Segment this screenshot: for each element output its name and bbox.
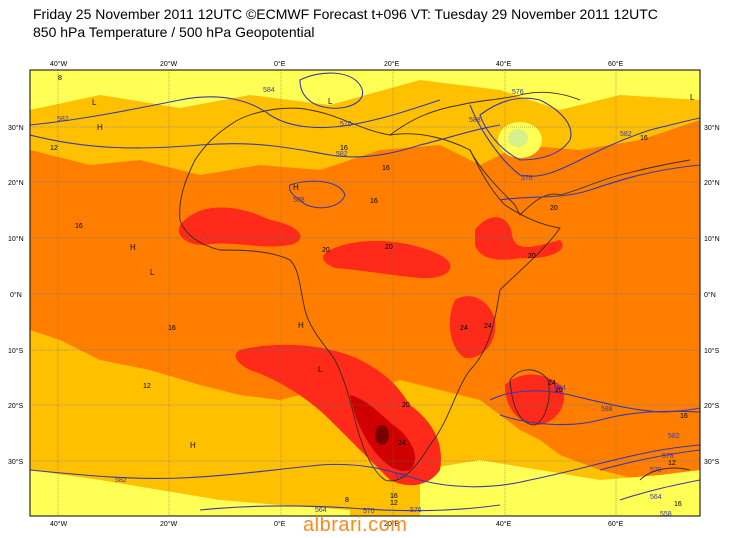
temp-label: 20 — [322, 247, 330, 254]
geo-label: 582 — [115, 477, 127, 484]
temp-label: 24 — [484, 323, 492, 330]
lat-tick: 30°N — [704, 124, 720, 132]
temp-label: 8 — [345, 497, 349, 504]
geopotential-contours — [30, 72, 700, 512]
temp-label: 16 — [340, 145, 348, 152]
low-marker: L — [318, 365, 323, 374]
geo-label: 576 — [512, 89, 524, 96]
lat-tick: 30°S — [8, 458, 24, 466]
lat-tick: 10°N — [704, 235, 720, 243]
geo-label: 570 — [363, 508, 375, 515]
temp-label: 16 — [75, 223, 83, 230]
temp-label: 20 — [550, 205, 558, 212]
left-latitude-ticks: 30°N 20°N 10°N 0°N 10°S 20°S 30°S — [8, 124, 24, 466]
temp-label: 24 — [398, 440, 406, 447]
map-subtitle: 850 hPa Temperature / 500 hPa Geopotenti… — [33, 24, 315, 40]
temperature-field — [30, 70, 700, 516]
temp-label: 16 — [168, 325, 176, 332]
geo-label: 582 — [668, 433, 680, 440]
lon-tick: 20°W — [160, 520, 178, 528]
temp-label: 20 — [555, 387, 563, 394]
low-marker: L — [150, 268, 155, 277]
high-marker: H — [130, 243, 136, 252]
temp-label: 16 — [680, 413, 688, 420]
geo-label: 588 — [293, 197, 305, 204]
temp-label: 20 — [402, 402, 410, 409]
geo-label: 558 — [660, 511, 672, 518]
top-longitude-ticks: 40°W 20°W 0°E 20°E 40°E 60°E — [50, 60, 624, 68]
temp-label: 16 — [640, 135, 648, 142]
lat-tick: 0°N — [10, 291, 22, 299]
lat-tick: 20°N — [704, 179, 720, 187]
temp-label: 24 — [460, 325, 468, 332]
geo-label: 584 — [263, 87, 275, 94]
geo-label: 570 — [650, 467, 662, 474]
geo-label: 582 — [336, 151, 348, 158]
map-title: Friday 25 November 2011 12UTC ©ECMWF For… — [33, 6, 658, 22]
geo-label: 564 — [650, 494, 662, 501]
temp-label: 16 — [674, 501, 682, 508]
geo-label: 588 — [601, 406, 613, 413]
high-marker: H — [190, 441, 196, 450]
lon-tick: 40°E — [496, 520, 512, 528]
lon-tick: 40°W — [50, 520, 68, 528]
lat-tick: 10°S — [704, 347, 720, 355]
high-marker: H — [298, 321, 304, 330]
lat-tick: 0°N — [704, 291, 716, 299]
watermark: albrari.com — [303, 514, 408, 536]
geo-label: 576 — [395, 473, 407, 480]
temp-label: 16 — [390, 493, 398, 500]
lon-tick: 20°E — [384, 520, 400, 528]
lon-tick: 40°W — [50, 60, 68, 68]
temp-label: 16 — [382, 165, 390, 172]
lat-tick: 20°N — [8, 179, 24, 187]
lon-tick: 20°W — [160, 60, 178, 68]
geopotential-labels: 582 582 570 584 588 588 576 576 582 588 … — [57, 87, 680, 518]
gridlines — [30, 70, 700, 516]
temp-label: 24 — [548, 380, 556, 387]
temp-label: 20 — [528, 253, 536, 260]
lat-tick: 30°S — [704, 458, 720, 466]
temperature-labels: 8 12 16 16 20 20 20 24 24 16 24 16 20 16… — [50, 75, 688, 508]
lon-tick: 20°E — [384, 60, 400, 68]
geo-label: 588 — [469, 117, 481, 124]
lon-tick: 0°E — [274, 60, 286, 68]
low-marker: L — [690, 93, 695, 102]
map-frame — [29, 69, 701, 517]
geo-label: 576 — [521, 175, 533, 182]
right-latitude-ticks: 30°N 20°N 10°N 0°N 10°S 20°S 30°S — [704, 124, 720, 466]
lon-tick: 0°E — [274, 520, 286, 528]
geo-label: 564 — [315, 507, 327, 514]
high-marker: H — [293, 183, 299, 192]
lat-tick: 20°S — [704, 402, 720, 410]
geo-label: 582 — [57, 116, 69, 123]
lon-tick: 60°E — [608, 60, 624, 68]
lat-tick: 10°S — [8, 347, 24, 355]
low-marker: L — [328, 97, 333, 106]
lat-tick: 30°N — [8, 124, 24, 132]
temp-label: 20 — [385, 244, 393, 251]
geo-label: 584 — [554, 385, 566, 392]
temp-label: 16 — [370, 198, 378, 205]
temp-label: 8 — [58, 75, 62, 82]
high-marker: H — [97, 123, 103, 132]
temp-label: 12 — [50, 145, 58, 152]
lon-tick: 40°E — [496, 60, 512, 68]
temp-label: 12 — [390, 500, 398, 507]
temp-label: 12 — [668, 460, 676, 467]
lat-tick: 10°N — [8, 235, 24, 243]
pressure-markers: H L H L H L H L H L — [92, 93, 695, 450]
geo-label: 576 — [410, 507, 422, 514]
low-marker: L — [92, 98, 97, 107]
bottom-longitude-ticks: 40°W 20°W 0°E 20°E 40°E 60°E — [50, 520, 624, 528]
lon-tick: 60°E — [608, 520, 624, 528]
temp-label: 12 — [143, 383, 151, 390]
geo-label: 576 — [662, 453, 674, 460]
geo-label: 582 — [620, 131, 632, 138]
geo-label: 570 — [340, 121, 352, 128]
lat-tick: 20°S — [8, 402, 24, 410]
